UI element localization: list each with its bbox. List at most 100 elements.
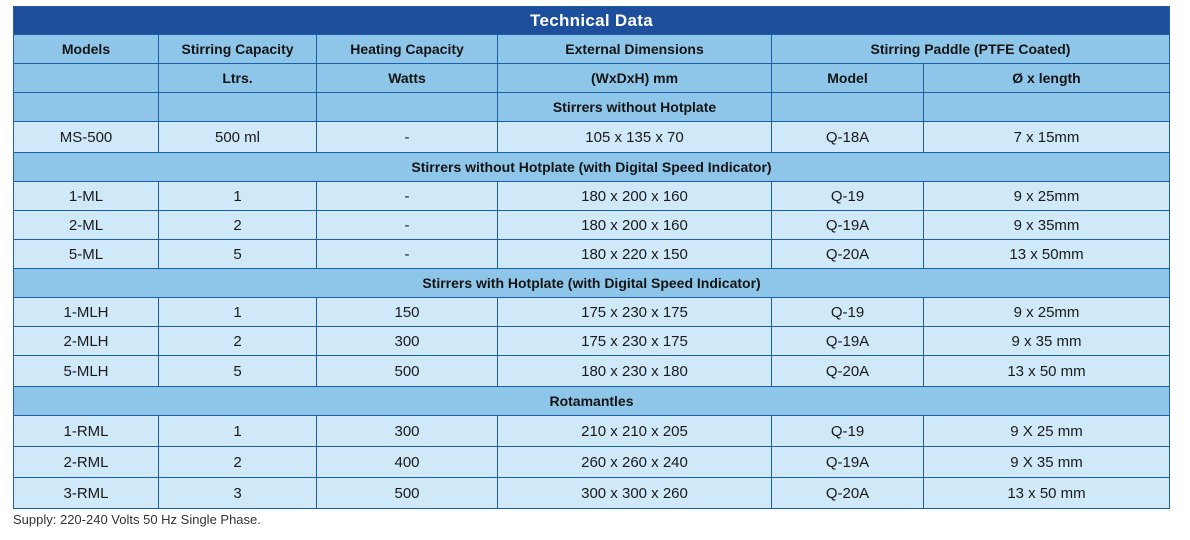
cell-stirring-capacity: 1 — [158, 297, 317, 327]
cell-stirring-capacity: 2 — [158, 210, 317, 240]
cell-dimensions: 180 x 230 x 180 — [497, 355, 772, 387]
cell-paddle-model: Q-19A — [771, 446, 924, 478]
table-row: MS-500 500 ml - 105 x 135 x 70 Q-18A 7 x… — [13, 121, 1170, 153]
cell-heating-capacity: 500 — [316, 355, 498, 387]
subheader-dimensions-unit: (WxDxH) mm — [497, 63, 772, 93]
section-header-row: Rotamantles — [13, 386, 1170, 416]
subheader-watts: Watts — [316, 63, 498, 93]
subheader-paddle-model: Model — [771, 63, 924, 93]
cell-dimensions: 260 x 260 x 240 — [497, 446, 772, 478]
supply-footnote: Supply: 220-240 Volts 50 Hz Single Phase… — [13, 512, 261, 527]
cell-model: 3-RML — [13, 477, 159, 509]
cell-dimensions: 180 x 200 x 160 — [497, 181, 772, 211]
cell-paddle-size: 13 x 50 mm — [923, 477, 1170, 509]
table-row: 2-RML 2 400 260 x 260 x 240 Q-19A 9 X 35… — [13, 446, 1170, 478]
header-row-1: Models Stirring Capacity Heating Capacit… — [13, 34, 1170, 64]
section-title: Stirrers without Hotplate (with Digital … — [13, 152, 1170, 182]
cell-stirring-capacity: 3 — [158, 477, 317, 509]
cell-paddle-model: Q-19 — [771, 181, 924, 211]
cell-heating-capacity: 300 — [316, 415, 498, 447]
cell-stirring-capacity: 1 — [158, 415, 317, 447]
cell-heating-capacity: - — [316, 121, 498, 153]
cell-paddle-size: 9 x 35 mm — [923, 326, 1170, 356]
cell-heating-capacity: 400 — [316, 446, 498, 478]
cell-paddle-model: Q-20A — [771, 355, 924, 387]
cell-model: 1-ML — [13, 181, 159, 211]
section-title: Rotamantles — [13, 386, 1170, 416]
header-models: Models — [13, 34, 159, 64]
header-external-dimensions: External Dimensions — [497, 34, 772, 64]
section-blank-cell — [13, 92, 159, 122]
header-stirring-capacity: Stirring Capacity — [158, 34, 317, 64]
table-row: 2-ML 2 - 180 x 200 x 160 Q-19A 9 x 35mm — [13, 210, 1170, 240]
section-title: Stirrers without Hotplate — [497, 92, 772, 122]
cell-paddle-size: 9 x 35mm — [923, 210, 1170, 240]
table-title-row: Technical Data — [13, 6, 1170, 35]
cell-dimensions: 175 x 230 x 175 — [497, 297, 772, 327]
section-header-row: Stirrers without Hotplate — [13, 92, 1170, 122]
cell-paddle-model: Q-20A — [771, 239, 924, 269]
cell-heating-capacity: - — [316, 239, 498, 269]
cell-stirring-capacity: 2 — [158, 326, 317, 356]
cell-paddle-size: 9 X 25 mm — [923, 415, 1170, 447]
cell-paddle-model: Q-19A — [771, 210, 924, 240]
subheader-models — [13, 63, 159, 93]
cell-paddle-size: 13 x 50mm — [923, 239, 1170, 269]
cell-dimensions: 300 x 300 x 260 — [497, 477, 772, 509]
cell-model: 2-MLH — [13, 326, 159, 356]
table-row: 5-ML 5 - 180 x 220 x 150 Q-20A 13 x 50mm — [13, 239, 1170, 269]
table-row: 3-RML 3 500 300 x 300 x 260 Q-20A 13 x 5… — [13, 477, 1170, 509]
cell-dimensions: 175 x 230 x 175 — [497, 326, 772, 356]
cell-heating-capacity: - — [316, 210, 498, 240]
table-row: 1-MLH 1 150 175 x 230 x 175 Q-19 9 x 25m… — [13, 297, 1170, 327]
cell-model: 1-RML — [13, 415, 159, 447]
cell-model: 5-MLH — [13, 355, 159, 387]
cell-paddle-model: Q-18A — [771, 121, 924, 153]
technical-data-table: Technical Data Models Stirring Capacity … — [13, 6, 1170, 509]
cell-dimensions: 210 x 210 x 205 — [497, 415, 772, 447]
section-blank-cell — [923, 92, 1170, 122]
section-blank-cell — [158, 92, 317, 122]
cell-stirring-capacity: 5 — [158, 355, 317, 387]
section-blank-cell — [771, 92, 924, 122]
cell-dimensions: 180 x 220 x 150 — [497, 239, 772, 269]
header-heating-capacity: Heating Capacity — [316, 34, 498, 64]
cell-dimensions: 105 x 135 x 70 — [497, 121, 772, 153]
cell-paddle-size: 9 x 25mm — [923, 297, 1170, 327]
cell-dimensions: 180 x 200 x 160 — [497, 210, 772, 240]
cell-paddle-model: Q-19A — [771, 326, 924, 356]
cell-paddle-size: 13 x 50 mm — [923, 355, 1170, 387]
cell-heating-capacity: - — [316, 181, 498, 211]
header-stirring-paddle: Stirring Paddle (PTFE Coated) — [771, 34, 1170, 64]
cell-model: MS-500 — [13, 121, 159, 153]
subheader-diameter-length: Ø x length — [923, 63, 1170, 93]
table-row: 5-MLH 5 500 180 x 230 x 180 Q-20A 13 x 5… — [13, 355, 1170, 387]
cell-stirring-capacity: 5 — [158, 239, 317, 269]
cell-paddle-size: 9 x 25mm — [923, 181, 1170, 211]
cell-heating-capacity: 500 — [316, 477, 498, 509]
cell-heating-capacity: 150 — [316, 297, 498, 327]
cell-paddle-model: Q-20A — [771, 477, 924, 509]
section-blank-cell — [316, 92, 498, 122]
cell-heating-capacity: 300 — [316, 326, 498, 356]
cell-paddle-size: 7 x 15mm — [923, 121, 1170, 153]
header-row-2: Ltrs. Watts (WxDxH) mm Model Ø x length — [13, 63, 1170, 93]
table-row: 1-ML 1 - 180 x 200 x 160 Q-19 9 x 25mm — [13, 181, 1170, 211]
cell-paddle-size: 9 X 35 mm — [923, 446, 1170, 478]
cell-paddle-model: Q-19 — [771, 297, 924, 327]
cell-model: 1-MLH — [13, 297, 159, 327]
cell-stirring-capacity: 500 ml — [158, 121, 317, 153]
section-header-row: Stirrers with Hotplate (with Digital Spe… — [13, 268, 1170, 298]
technical-data-table-wrapper: Technical Data Models Stirring Capacity … — [13, 6, 1170, 509]
cell-model: 5-ML — [13, 239, 159, 269]
table-title: Technical Data — [13, 6, 1170, 35]
table-row: 2-MLH 2 300 175 x 230 x 175 Q-19A 9 x 35… — [13, 326, 1170, 356]
section-title: Stirrers with Hotplate (with Digital Spe… — [13, 268, 1170, 298]
cell-model: 2-RML — [13, 446, 159, 478]
section-header-row: Stirrers without Hotplate (with Digital … — [13, 152, 1170, 182]
cell-stirring-capacity: 1 — [158, 181, 317, 211]
table-body: Stirrers without Hotplate MS-500 500 ml … — [13, 92, 1170, 509]
subheader-ltrs: Ltrs. — [158, 63, 317, 93]
cell-paddle-model: Q-19 — [771, 415, 924, 447]
cell-model: 2-ML — [13, 210, 159, 240]
